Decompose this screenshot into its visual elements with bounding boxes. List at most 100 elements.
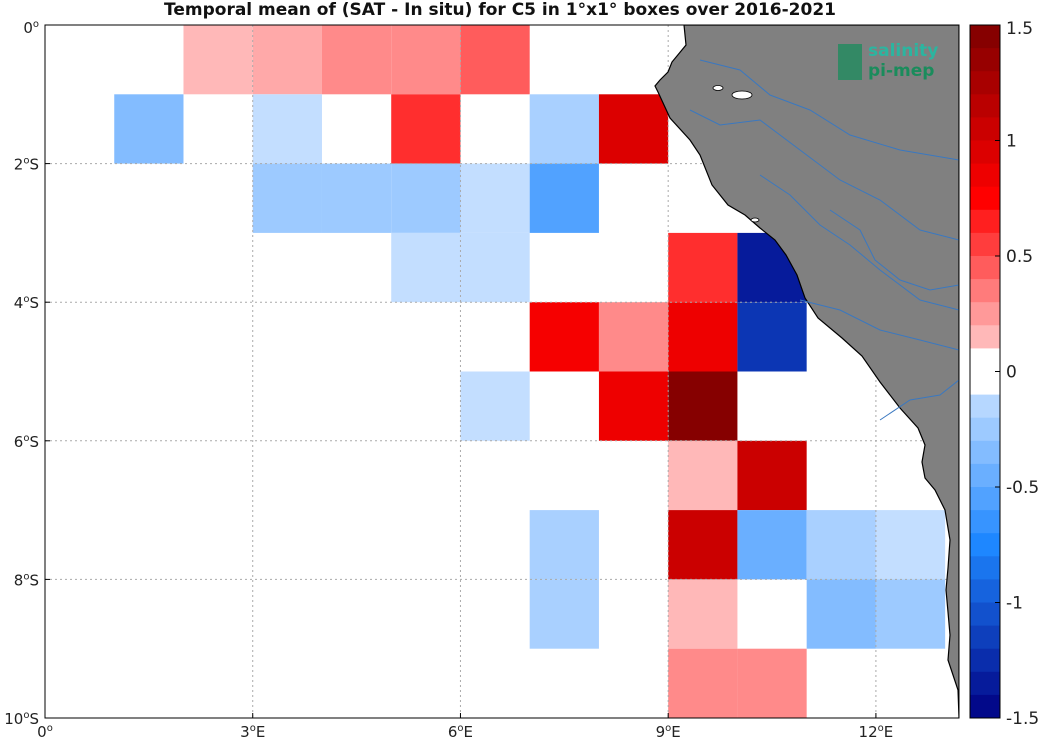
- heatmap-cell: [460, 25, 530, 95]
- heatmap-cell: [668, 232, 738, 303]
- colorbar-segment: [970, 463, 1000, 488]
- x-axis-ticks: 0o 3oE 6oE 9oE 12oE: [37, 713, 893, 740]
- colorbar-segment: [970, 417, 1000, 442]
- colorbar-ticks: 1.5 1 0.5 0 -0.5 -1 -1.5: [995, 19, 1039, 729]
- colorbar-segment: [970, 232, 1000, 257]
- heatmap-cell: [252, 25, 322, 95]
- colorbar-segment: [970, 279, 1000, 303]
- logo-line1: salinity: [868, 41, 938, 61]
- colorbar-segment: [970, 25, 1000, 49]
- tick-label: 6oE: [448, 723, 473, 740]
- heatmap-cell: [737, 510, 807, 580]
- tick-label: 0o: [37, 723, 53, 740]
- heatmap-cell: [252, 163, 322, 233]
- tick-label: 9oE: [656, 723, 681, 740]
- colorbar-segment: [970, 625, 1000, 650]
- heatmap-cell: [391, 94, 461, 164]
- colorbar-tick-label: -0.5: [1006, 478, 1039, 498]
- colorbar-segment: [970, 487, 1000, 511]
- rivers: [689, 59, 959, 421]
- islands: [712, 85, 760, 223]
- heatmap-cell: [114, 94, 184, 164]
- logo-line2: pi-mep: [868, 61, 934, 81]
- colorbar: [969, 24, 1001, 719]
- colorbar-segment: [970, 163, 1000, 188]
- colorbar-tick-label: 0: [1006, 363, 1017, 383]
- colorbar-segment: [970, 209, 1000, 234]
- colorbar-segment: [970, 510, 1000, 534]
- heatmap-cell: [806, 579, 876, 649]
- heatmap-cell: [252, 94, 322, 164]
- colorbar-segment: [970, 48, 1000, 72]
- heatmap-cell: [737, 302, 807, 372]
- colorbar-segment: [970, 302, 1000, 326]
- tick-label: 4oS: [14, 294, 39, 312]
- coastline-land: [654, 25, 959, 718]
- colorbar-segment: [970, 94, 1000, 118]
- plot-frame: [44, 24, 960, 719]
- tick-label: 8oS: [14, 571, 39, 589]
- heatmap-cell: [183, 25, 253, 95]
- colorbar-segment: [970, 348, 1000, 372]
- colorbar-tick-label: 1: [1006, 132, 1017, 152]
- colorbar-segment: [970, 140, 1000, 165]
- colorbar-segment: [970, 256, 1000, 280]
- tick-label: 3oE: [240, 723, 265, 740]
- heatmap-cell: [321, 25, 392, 95]
- heatmap-cell: [529, 302, 599, 372]
- heatmap-cell: [668, 302, 738, 372]
- heatmap-cell: [529, 579, 599, 649]
- colorbar-segment: [970, 325, 1000, 349]
- heatmap-cell: [529, 163, 599, 233]
- heatmap-cell: [598, 94, 669, 164]
- chart-title: Temporal mean of (SAT - In situ) for C5 …: [164, 0, 836, 20]
- heatmap-cells: [114, 25, 946, 718]
- heatmap-cell: [668, 371, 738, 441]
- tick-label: 6oS: [14, 433, 39, 451]
- colorbar-tick-label: -1.5: [1006, 709, 1039, 729]
- colorbar-segment: [970, 394, 1000, 419]
- heatmap-cell: [875, 579, 946, 649]
- heatmap-cell: [321, 163, 392, 233]
- colorbar-segment: [970, 371, 1000, 396]
- heatmap-cell: [875, 510, 946, 580]
- colorbar-segment: [970, 579, 1000, 603]
- colorbar-segment: [970, 671, 1000, 696]
- colorbar-segment: [970, 186, 1000, 211]
- heatmap-cell: [598, 371, 669, 441]
- heatmap-cell: [460, 163, 530, 233]
- y-axis-ticks: 0o 2oS 4oS 6oS 8oS 10oS: [4, 19, 50, 728]
- colorbar-segment: [970, 117, 1000, 141]
- colorbar-tick-label: 0.5: [1006, 247, 1033, 267]
- heatmap-cell: [668, 648, 738, 718]
- colorbar-tick-label: -1: [1006, 594, 1023, 614]
- colorbar-segment: [970, 440, 1000, 465]
- tick-label: 0o: [23, 19, 39, 37]
- colorbar-segment: [970, 694, 1000, 719]
- heatmap-cell: [737, 440, 807, 511]
- heatmap-cell: [737, 648, 807, 718]
- colorbar-segment: [970, 556, 1000, 580]
- heatmap-cell: [391, 163, 461, 233]
- tick-label: 10oS: [4, 710, 39, 728]
- heatmap-cell: [529, 510, 599, 580]
- heatmap-cell: [460, 232, 530, 303]
- plot-area: salinity pi-mep: [45, 25, 959, 718]
- heatmap-cell: [529, 94, 599, 164]
- land-mass: [654, 25, 959, 718]
- colorbar-tick-label: 1.5: [1006, 19, 1033, 39]
- heatmap-cell: [391, 25, 461, 95]
- colorbar-segment: [970, 648, 1000, 673]
- logo-mark-2: [838, 44, 862, 80]
- heatmap-cell: [668, 510, 738, 580]
- tick-label: 12oE: [859, 723, 894, 740]
- heatmap-cell: [391, 232, 461, 303]
- heatmap-cell: [460, 371, 530, 441]
- tick-label: 2oS: [14, 156, 39, 174]
- colorbar-segment: [970, 602, 1000, 627]
- heatmap-cell: [668, 579, 738, 649]
- heatmap-cell: [668, 440, 738, 511]
- colorbar-segment: [970, 71, 1000, 95]
- colorbar-segment: [970, 533, 1000, 557]
